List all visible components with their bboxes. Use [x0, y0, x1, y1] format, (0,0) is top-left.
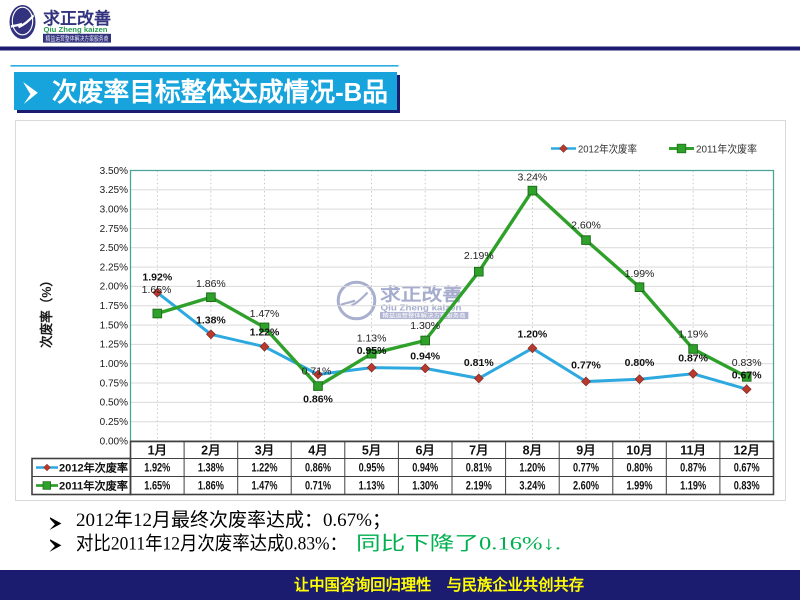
svg-text:0.87%: 0.87% — [678, 353, 708, 365]
svg-text:0.77%: 0.77% — [573, 463, 599, 475]
svg-text:Qiu Zheng kaizen: Qiu Zheng kaizen — [44, 25, 108, 34]
svg-text:1.22%: 1.22% — [252, 463, 278, 475]
svg-text:1.86%: 1.86% — [196, 278, 226, 290]
svg-text:0.86%: 0.86% — [303, 394, 333, 406]
svg-text:1.99%: 1.99% — [625, 268, 655, 280]
svg-text:7月: 7月 — [469, 443, 488, 457]
svg-text:1.20%: 1.20% — [519, 463, 545, 475]
svg-text:0.71%: 0.71% — [305, 481, 331, 493]
svg-text:3.00%: 3.00% — [100, 204, 128, 215]
svg-text:2.75%: 2.75% — [100, 224, 128, 235]
svg-text:2012年次废率: 2012年次废率 — [59, 461, 128, 475]
svg-text:3.24%: 3.24% — [519, 481, 545, 493]
svg-text:0.71%: 0.71% — [302, 366, 332, 378]
svg-text:0.67%: 0.67% — [732, 370, 762, 382]
svg-text:0.83%: 0.83% — [734, 481, 760, 493]
svg-text:2012年次废率: 2012年次废率 — [578, 142, 637, 155]
svg-text:1.22%: 1.22% — [250, 327, 280, 339]
svg-text:1.47%: 1.47% — [252, 481, 278, 493]
svg-text:对比2011年12月次废率达成0.83%：: 对比2011年12月次废率达成0.83%： — [76, 533, 347, 555]
svg-text:1.30%: 1.30% — [410, 320, 440, 332]
svg-text:3.25%: 3.25% — [100, 185, 128, 196]
svg-text:1.20%: 1.20% — [518, 329, 548, 341]
svg-text:0.81%: 0.81% — [466, 463, 492, 475]
svg-text:精益运营整体解决方案服务商: 精益运营整体解决方案服务商 — [46, 34, 109, 43]
svg-text:0.87%: 0.87% — [680, 463, 706, 475]
svg-text:2.60%: 2.60% — [571, 220, 601, 232]
svg-text:3月: 3月 — [255, 443, 274, 457]
svg-text:2.25%: 2.25% — [100, 262, 128, 273]
svg-text:0.80%: 0.80% — [625, 357, 655, 369]
svg-text:1.19%: 1.19% — [680, 481, 706, 493]
svg-text:2.19%: 2.19% — [464, 250, 494, 262]
svg-text:2.19%: 2.19% — [466, 481, 492, 493]
svg-text:0.94%: 0.94% — [410, 351, 440, 363]
svg-text:2011年次废率: 2011年次废率 — [696, 142, 757, 155]
svg-text:让中国咨询回归理性 与民族企业共创共存: 让中国咨询回归理性 与民族企业共创共存 — [294, 575, 584, 594]
svg-text:求正改善: 求正改善 — [43, 8, 111, 28]
svg-text:1.19%: 1.19% — [678, 329, 708, 341]
svg-text:0.95%: 0.95% — [357, 345, 387, 357]
svg-text:2.50%: 2.50% — [100, 243, 128, 254]
svg-text:0.80%: 0.80% — [627, 463, 653, 475]
svg-text:1.92%: 1.92% — [142, 272, 172, 284]
svg-text:3.50%: 3.50% — [100, 166, 128, 177]
svg-text:6月: 6月 — [415, 443, 434, 457]
svg-text:1.86%: 1.86% — [198, 481, 224, 493]
svg-text:次废率（%）: 次废率（%） — [39, 274, 54, 348]
svg-text:2.60%: 2.60% — [573, 481, 599, 493]
svg-text:1.75%: 1.75% — [100, 301, 128, 312]
svg-text:0.50%: 0.50% — [100, 398, 128, 409]
svg-text:0.95%: 0.95% — [359, 463, 385, 475]
svg-text:0.81%: 0.81% — [464, 357, 494, 369]
svg-text:0.25%: 0.25% — [100, 417, 128, 428]
svg-text:1.25%: 1.25% — [100, 340, 128, 351]
svg-text:求正改善: 求正改善 — [380, 284, 463, 304]
svg-text:0.67%: 0.67% — [734, 463, 760, 475]
svg-text:1.65%: 1.65% — [142, 284, 172, 296]
svg-text:8月: 8月 — [523, 443, 542, 457]
svg-text:1.38%: 1.38% — [198, 463, 224, 475]
svg-text:1.65%: 1.65% — [144, 481, 170, 493]
svg-text:1.13%: 1.13% — [357, 333, 387, 345]
svg-text:0.77%: 0.77% — [571, 360, 601, 372]
svg-text:精益运营整体解决方案服务商: 精益运营整体解决方案服务商 — [383, 312, 466, 320]
svg-text:1.99%: 1.99% — [627, 481, 653, 493]
svg-text:1.13%: 1.13% — [359, 481, 385, 493]
svg-text:0.86%: 0.86% — [305, 463, 331, 475]
svg-text:0.94%: 0.94% — [412, 463, 438, 475]
svg-text:1.47%: 1.47% — [250, 308, 280, 320]
svg-text:1.50%: 1.50% — [100, 320, 128, 331]
svg-text:0.83%: 0.83% — [732, 357, 762, 369]
svg-text:0.75%: 0.75% — [100, 378, 128, 389]
svg-text:1.92%: 1.92% — [144, 463, 170, 475]
svg-text:4月: 4月 — [308, 443, 327, 457]
svg-text:1.30%: 1.30% — [412, 481, 438, 493]
svg-text:同比下降了0.16%↓.: 同比下降了0.16%↓. — [356, 533, 561, 555]
svg-text:1.38%: 1.38% — [196, 315, 226, 327]
svg-text:10月: 10月 — [626, 443, 652, 457]
svg-text:Qiu Zheng kaizen: Qiu Zheng kaizen — [381, 303, 462, 312]
svg-text:2011年次废率: 2011年次废率 — [59, 479, 128, 493]
svg-text:12月: 12月 — [733, 443, 759, 457]
svg-text:1月: 1月 — [148, 443, 167, 457]
svg-text:9月: 9月 — [576, 443, 595, 457]
svg-text:11月: 11月 — [680, 443, 706, 457]
svg-text:3.24%: 3.24% — [518, 172, 548, 184]
svg-text:5月: 5月 — [362, 443, 381, 457]
svg-text:0.00%: 0.00% — [100, 436, 128, 447]
svg-text:2.00%: 2.00% — [100, 282, 128, 293]
svg-text:1.00%: 1.00% — [100, 359, 128, 370]
svg-text:2月: 2月 — [201, 443, 220, 457]
svg-text:2012年12月最终次废率达成：0.67%；: 2012年12月最终次废率达成：0.67%； — [76, 509, 391, 531]
svg-text:次废率目标整体达成情况-B品: 次废率目标整体达成情况-B品 — [52, 77, 388, 107]
